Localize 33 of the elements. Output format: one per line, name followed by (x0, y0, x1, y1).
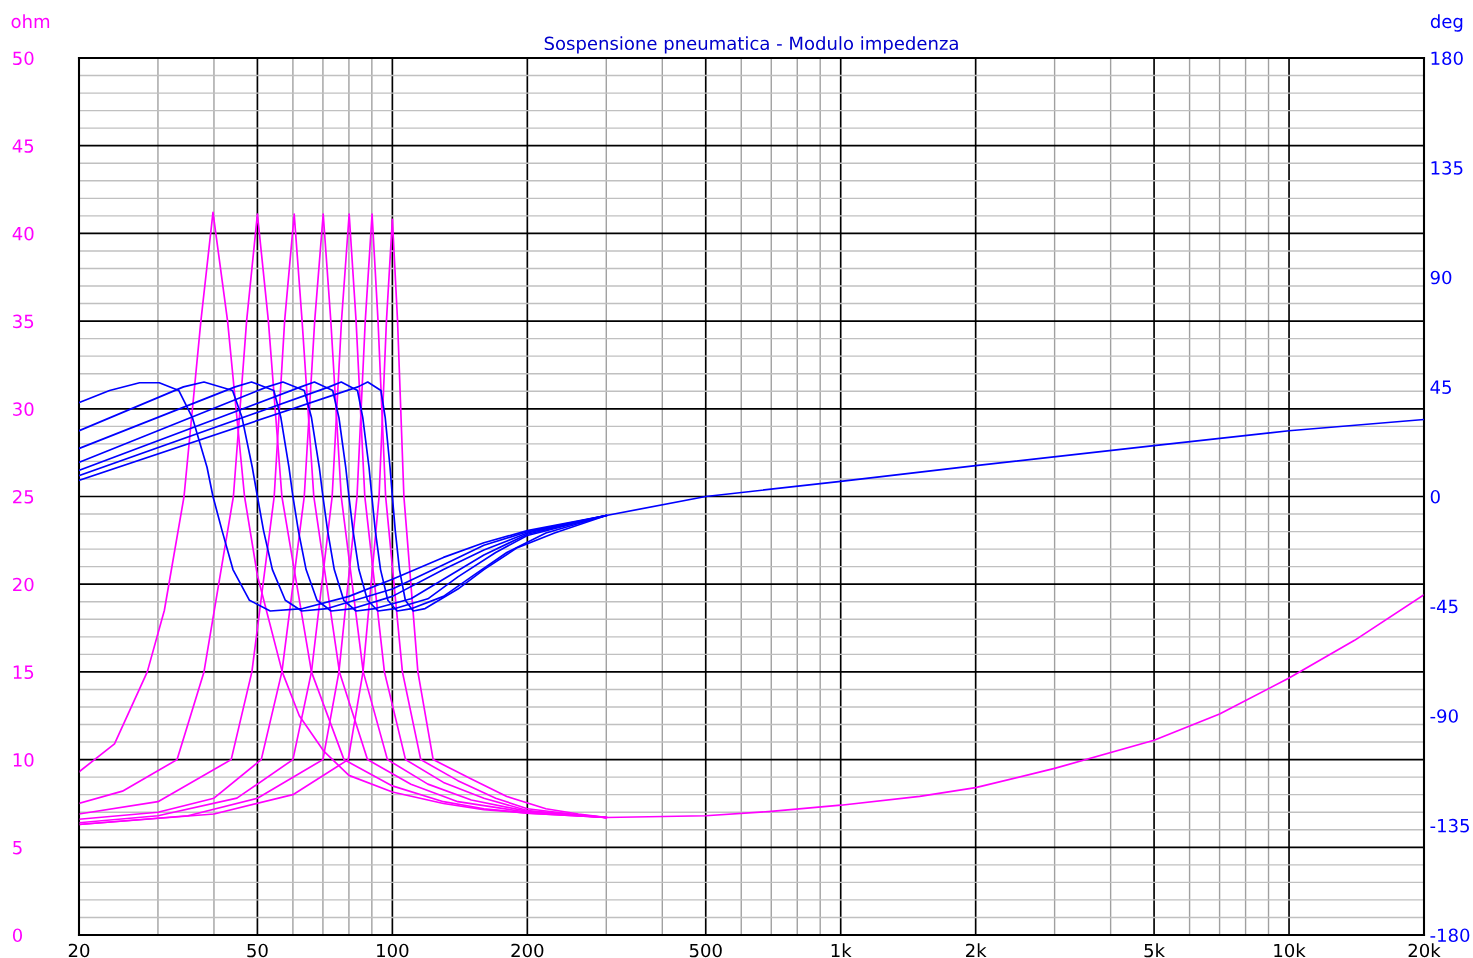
y-tick-label: 35 (13, 314, 34, 329)
y-tick-label: 0 (12, 928, 23, 943)
y-tick-label: 10 (13, 753, 34, 767)
y2-tick-label: -180 (1430, 928, 1470, 943)
y-tick-label: 20 (13, 577, 34, 592)
x-tick-label: 10k (1274, 943, 1306, 958)
x-tick-label: 50 (247, 943, 268, 958)
chart-title: Sospensione pneumatica - Modulo impedenza (544, 36, 958, 54)
x-tick-label: 1k (831, 943, 852, 958)
y2-tick-label: 90 (1430, 270, 1452, 285)
y2-tick-label: 0 (1430, 489, 1440, 504)
y2-axis-title: deg (1430, 14, 1463, 32)
x-tick-label: 20 (68, 943, 90, 958)
x-tick-label: 500 (689, 943, 722, 958)
x-tick-label: 20k (1408, 943, 1441, 958)
y2-tick-label: -90 (1430, 709, 1458, 723)
y-tick-label: 25 (13, 489, 34, 504)
y2-tick-label: 135 (1431, 161, 1463, 175)
y-tick-label: 45 (12, 139, 34, 153)
y2-tick-label: -135 (1430, 818, 1469, 833)
x-tick-label: 100 (377, 943, 409, 958)
y2-tick-label: -45 (1430, 599, 1458, 614)
y-axis-title: ohm (11, 14, 50, 29)
y-tick-label: 40 (12, 226, 34, 241)
y2-tick-label: 180 (1431, 51, 1463, 66)
y2-tick-label: 45 (1430, 380, 1451, 394)
y-tick-label: 50 (13, 51, 34, 66)
y-tick-label: 5 (13, 841, 22, 855)
y-tick-label: 15 (13, 665, 34, 680)
y-tick-label: 30 (13, 402, 34, 416)
x-tick-label: 2k (966, 943, 987, 958)
x-tick-label: 200 (511, 943, 544, 958)
x-tick-label: 5k (1144, 943, 1165, 958)
